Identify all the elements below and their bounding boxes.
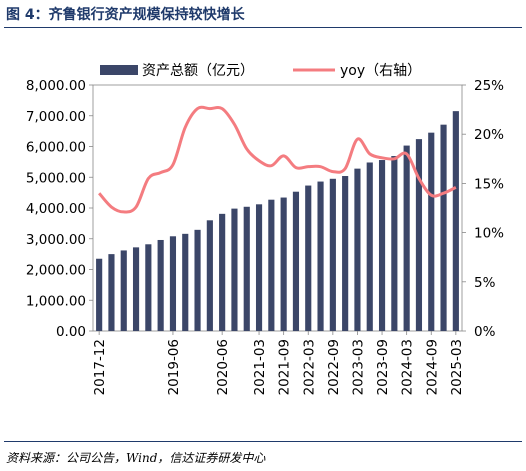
left-tick-label: 7,000.00	[26, 109, 86, 125]
right-axis: 0% 5% 10% 15% 20% 25%	[462, 78, 504, 340]
bar-2021-06	[268, 199, 275, 331]
source-rule	[4, 441, 522, 442]
combo-chart: 0.00 1,000.00 2,000.00 3,000.00 4,000.00 5,00…	[26, 63, 504, 395]
bar-2023-06	[366, 162, 373, 331]
bar-2021-12	[292, 191, 300, 331]
x-tick-label: 2019-06	[166, 339, 182, 395]
bar-2019-09	[182, 233, 189, 331]
bar-2024-06	[415, 139, 423, 331]
bar-2020-06	[219, 213, 226, 331]
x-tick-label: 2024-09	[424, 339, 440, 395]
bar-2020-09	[231, 208, 238, 331]
legend-bar-swatch	[100, 65, 138, 75]
bar-2020-03	[206, 220, 213, 331]
bar-2019-03	[157, 239, 164, 331]
x-tick-label: 2020-06	[215, 339, 231, 395]
x-tick-label: 2017-12	[92, 339, 108, 395]
bar-2018-03	[108, 254, 115, 331]
x-tick-label: 2022-09	[326, 339, 342, 395]
bar-2018-09	[132, 247, 140, 331]
bar-2023-12	[391, 156, 398, 331]
x-tick-label: 2021-09	[277, 339, 293, 395]
right-tick-label: 10%	[474, 226, 504, 242]
yoy-line	[98, 105, 457, 214]
bar-2019-12	[194, 229, 201, 331]
bar-2019-06	[169, 236, 177, 331]
title-rule	[4, 27, 522, 28]
bar-2024-12	[440, 124, 447, 331]
right-tick-label: 5%	[474, 275, 496, 291]
bar-2023-09	[378, 160, 386, 331]
bar-2018-12	[145, 244, 152, 331]
right-tick-label: 0%	[474, 324, 496, 340]
x-tick-label: 2023-09	[375, 339, 391, 395]
figure-title: 图 4：齐鲁银行资产规模保持较快增长	[6, 7, 245, 23]
bar-2021-03	[255, 204, 263, 331]
bar-2022-09	[329, 178, 336, 331]
x-tick-label: 2021-03	[252, 339, 268, 395]
bar-2024-03	[403, 145, 410, 331]
left-tick-label: 6,000.00	[26, 140, 86, 156]
bar-2018-06	[120, 250, 127, 331]
bar-2017-12	[96, 258, 103, 331]
bar-2024-09	[428, 132, 435, 331]
bar-2020-12	[243, 206, 250, 331]
left-tick-label: 5,000.00	[26, 170, 86, 186]
left-tick-label: 2,000.00	[26, 263, 86, 279]
left-tick-label: 1,000.00	[26, 293, 86, 309]
bar-2023-03	[354, 168, 361, 331]
right-tick-label: 20%	[474, 127, 504, 143]
x-tick-label: 2023-03	[350, 339, 366, 395]
line-series	[98, 105, 457, 214]
right-tick-label: 25%	[474, 78, 504, 94]
bar-series	[96, 111, 459, 331]
x-tick-label: 2025-03	[449, 339, 465, 395]
left-tick-label: 8,000.00	[26, 78, 86, 94]
source-note: 资料来源：公司公告，Wind，信达证券研发中心	[6, 451, 266, 465]
legend-bar-label: 资产总额（亿元）	[142, 63, 254, 79]
bar-2021-09	[280, 197, 287, 331]
legend: 资产总额（亿元） yoy（右轴）	[100, 63, 421, 79]
left-tick-label: 3,000.00	[26, 232, 86, 248]
left-axis: 0.00 1,000.00 2,000.00 3,000.00 4,000.00 5,00…	[26, 78, 93, 340]
bar-2022-06	[317, 181, 324, 331]
left-tick-label: 4,000.00	[26, 201, 86, 217]
legend-line-label: yoy（右轴）	[340, 63, 421, 79]
left-tick-label: 0.00	[56, 324, 86, 340]
x-axis: 2017-12 2019-06 2020-06 2021-03 2021-09 2022-…	[92, 331, 465, 395]
bar-2022-12	[342, 176, 349, 331]
x-tick-label: 2024-03	[400, 339, 416, 395]
bar-2025-03	[452, 111, 459, 331]
x-tick-label: 2022-03	[301, 339, 317, 395]
bar-2022-03	[305, 185, 312, 331]
right-tick-label: 15%	[474, 176, 504, 192]
